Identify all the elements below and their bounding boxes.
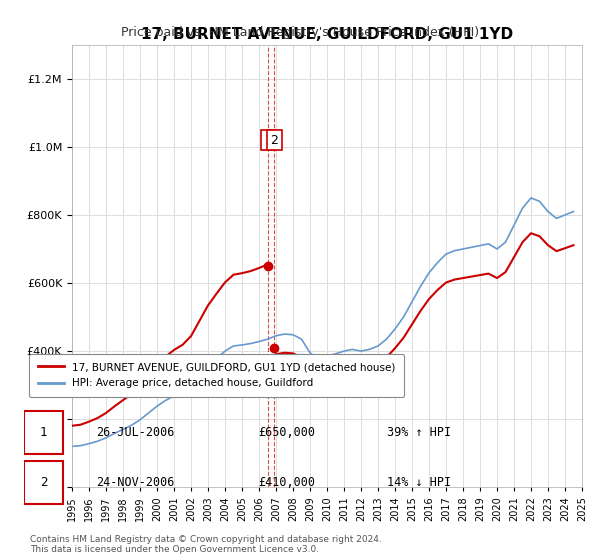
Text: Contains HM Land Registry data © Crown copyright and database right 2024.
This d: Contains HM Land Registry data © Crown c… [30,535,382,554]
Text: 2: 2 [271,134,278,147]
Text: £410,000: £410,000 [259,476,316,489]
Legend: 17, BURNET AVENUE, GUILDFORD, GU1 1YD (detached house), HPI: Average price, deta: 17, BURNET AVENUE, GUILDFORD, GU1 1YD (d… [29,354,404,396]
Text: £650,000: £650,000 [259,426,316,439]
Text: 14% ↓ HPI: 14% ↓ HPI [387,476,451,489]
Text: Price paid vs. HM Land Registry's House Price Index (HPI): Price paid vs. HM Land Registry's House … [121,26,479,39]
Text: 1: 1 [265,134,272,147]
Text: 26-JUL-2006: 26-JUL-2006 [97,426,175,439]
Text: 39% ↑ HPI: 39% ↑ HPI [387,426,451,439]
FancyBboxPatch shape [24,461,63,504]
Text: 1: 1 [40,426,47,439]
Text: 2: 2 [40,476,47,489]
Title: 17, BURNET AVENUE, GUILDFORD, GU1 1YD: 17, BURNET AVENUE, GUILDFORD, GU1 1YD [141,27,513,42]
FancyBboxPatch shape [24,411,63,454]
Text: 24-NOV-2006: 24-NOV-2006 [97,476,175,489]
